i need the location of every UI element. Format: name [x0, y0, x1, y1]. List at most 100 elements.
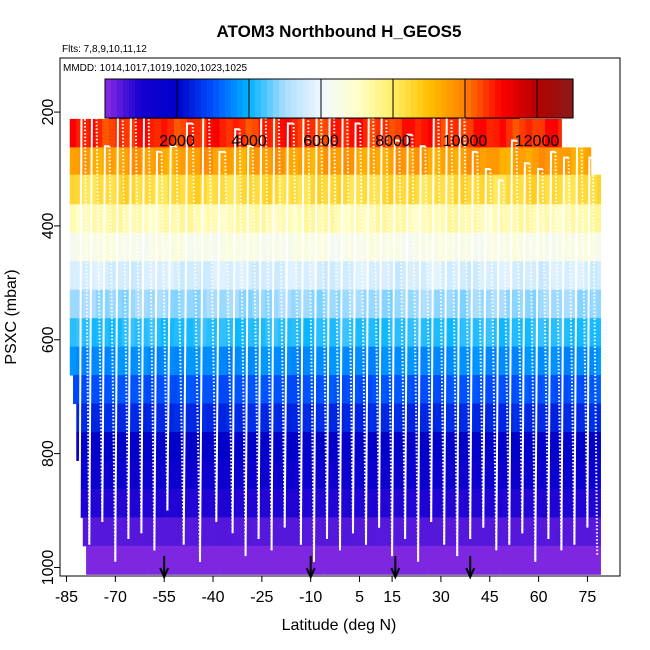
- band-cell: [144, 545, 152, 575]
- x-tick-label: 75: [579, 589, 597, 606]
- band-cell: [336, 118, 344, 148]
- band-cell: [160, 204, 168, 234]
- band-cell: [297, 118, 305, 148]
- band-cell: [95, 431, 103, 461]
- band-cell: [336, 232, 344, 262]
- band-cell: [206, 403, 214, 433]
- band-cell: [76, 204, 84, 234]
- band-cell: [323, 147, 331, 176]
- band-cell: [541, 545, 549, 575]
- band-cell: [408, 431, 416, 461]
- band-cell: [200, 261, 208, 291]
- pressure-band: [69, 147, 592, 176]
- flight-leg-descent: [515, 140, 524, 534]
- band-cell: [141, 261, 149, 291]
- band-cell: [392, 375, 400, 405]
- colorbar-cell: [501, 79, 508, 118]
- band-cell: [493, 318, 501, 348]
- band-cell: [180, 346, 188, 376]
- band-cell: [235, 545, 243, 575]
- band-cell: [239, 261, 247, 291]
- colorbar-tick-label: 12000: [515, 133, 560, 150]
- band-cell: [447, 346, 455, 376]
- band-cell: [457, 375, 465, 405]
- band-cell: [229, 545, 237, 575]
- band-cell: [167, 232, 175, 262]
- band-cell: [349, 174, 357, 205]
- band-cell: [489, 545, 497, 575]
- flight-leg-climb: [586, 156, 593, 528]
- band-cell: [405, 545, 413, 575]
- band-cell: [147, 517, 155, 547]
- band-cell: [200, 289, 208, 319]
- band-cell: [141, 174, 149, 205]
- band-cell: [310, 204, 318, 234]
- band-cell: [372, 545, 380, 575]
- band-cell: [499, 403, 507, 433]
- band-cell: [545, 147, 553, 176]
- band-cell: [460, 118, 468, 148]
- band-cell: [128, 346, 136, 376]
- band-cell: [369, 431, 377, 461]
- band-cell: [522, 460, 530, 490]
- band-cell: [222, 545, 230, 575]
- band-cell: [125, 545, 133, 575]
- band-cell: [548, 545, 556, 575]
- band-cell: [499, 147, 507, 176]
- colorbar-cell: [531, 79, 538, 118]
- band-cell: [496, 488, 504, 518]
- band-cell: [512, 174, 520, 205]
- band-cell: [421, 289, 429, 319]
- band-cell: [82, 431, 90, 461]
- band-cell: [226, 318, 234, 348]
- band-cell: [502, 545, 510, 575]
- x-tick-label: -85: [55, 589, 78, 606]
- band-cell: [401, 232, 409, 262]
- band-cell: [538, 403, 546, 433]
- band-cell: [160, 517, 168, 547]
- band-cell: [258, 318, 266, 348]
- band-cell: [304, 147, 312, 176]
- band-cell: [473, 403, 481, 433]
- colorbar-cell: [135, 79, 142, 118]
- band-cell: [340, 375, 348, 405]
- band-cell: [255, 545, 263, 575]
- band-cell: [144, 375, 152, 405]
- band-cell: [509, 545, 517, 575]
- band-cell: [564, 232, 572, 262]
- band-cell: [343, 147, 351, 176]
- band-cell: [486, 261, 494, 291]
- band-cell: [252, 118, 260, 148]
- band-cell: [287, 460, 295, 490]
- band-cell: [102, 403, 110, 433]
- band-cell: [473, 261, 481, 291]
- y-tick-label: 600: [40, 326, 57, 353]
- band-cell: [587, 545, 595, 575]
- band-cell: [317, 318, 325, 348]
- band-cell: [304, 431, 312, 461]
- flight-leg-climb: [153, 150, 162, 551]
- band-cell: [486, 346, 494, 376]
- band-cell: [95, 118, 103, 148]
- colorbar-cell: [273, 79, 280, 118]
- band-cell: [186, 232, 194, 262]
- band-cell: [421, 346, 429, 376]
- flight-leg-descent: [320, 112, 328, 540]
- band-cell: [216, 545, 224, 575]
- band-cell: [326, 488, 334, 518]
- flight-leg-descent: [264, 117, 273, 551]
- band-cell: [408, 232, 416, 262]
- flight-leg-descent: [238, 129, 247, 557]
- colorbar-cell: [561, 79, 568, 118]
- band-cell: [245, 403, 253, 433]
- band-cell: [346, 545, 354, 575]
- band-cell: [450, 460, 458, 490]
- band-cell: [460, 403, 468, 433]
- band-cell: [304, 289, 312, 319]
- band-cell: [584, 261, 592, 291]
- flight-leg-descent: [567, 157, 576, 545]
- band-cell: [128, 118, 136, 148]
- colorbar-cell: [129, 79, 136, 118]
- band-cell: [525, 318, 533, 348]
- band-cell: [574, 545, 582, 575]
